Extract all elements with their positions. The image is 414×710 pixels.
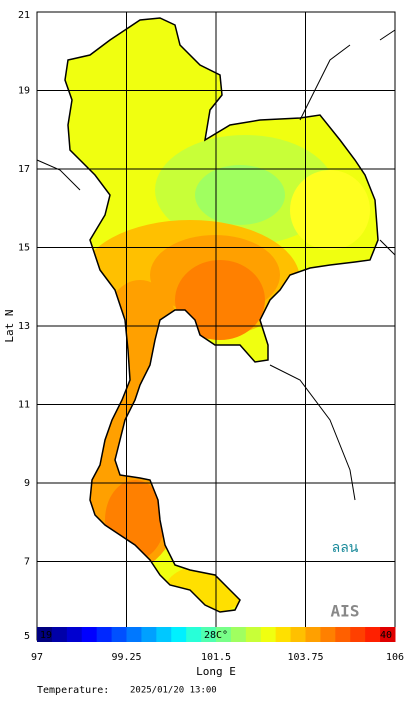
y-tick-label: 11	[18, 400, 30, 411]
x-tick-label: 101.5	[201, 652, 231, 663]
colorbar-cell	[275, 627, 292, 642]
logo-text: ลลน	[332, 540, 359, 556]
colorbar-cell	[171, 627, 187, 642]
colorbar-cell	[335, 627, 351, 642]
colorbar-cell	[201, 627, 217, 642]
x-tick-label: 103.75	[287, 652, 323, 663]
colorbar-cell	[81, 627, 98, 642]
y-tick-label: 21	[18, 10, 30, 21]
y-tick-label: 15	[18, 243, 30, 254]
y-tick-label: 19	[18, 86, 30, 97]
colorbar-label: 28C°	[204, 630, 228, 641]
colorbar-label: 40	[380, 630, 392, 641]
colorbar-cell	[230, 627, 247, 642]
colorbar-cell	[216, 627, 232, 642]
colorbar-cell	[380, 627, 396, 642]
colorbar-cell	[320, 627, 336, 642]
y-axis-label: Lat N	[3, 309, 16, 342]
colorbar-cell	[350, 627, 366, 642]
y-tick-label: 13	[18, 321, 30, 332]
x-tick-label: 106	[386, 652, 404, 663]
logo-text: AIS	[331, 602, 360, 621]
y-tick-label: 7	[24, 557, 30, 568]
y-tick-label: 5	[24, 631, 30, 642]
colorbar-cell	[156, 627, 172, 642]
x-tick-label: 97	[31, 652, 43, 663]
colorbar-cell	[260, 627, 277, 642]
colorbar-cell	[141, 627, 157, 642]
colorbar-cell	[96, 627, 113, 642]
colorbar-cell	[51, 627, 68, 642]
colorbar-cell	[111, 627, 127, 642]
colorbar-cell	[37, 627, 53, 642]
colorbar-cell	[290, 627, 306, 642]
footer-datetime: 2025/01/20 13:00	[130, 686, 217, 696]
colorbar-cell	[305, 627, 321, 642]
colorbar-cell	[365, 627, 381, 642]
x-tick-label: 99.25	[111, 652, 141, 663]
y-tick-label: 9	[24, 478, 30, 489]
y-tick-label: 17	[18, 164, 30, 175]
colorbar-cell	[186, 627, 202, 642]
x-axis-label: Long E	[196, 665, 236, 678]
colorbar-label: 19	[40, 630, 52, 641]
colorbar-cell	[245, 627, 262, 642]
colorbar-cell	[126, 627, 142, 642]
colorbar-cell	[66, 627, 83, 642]
footer-label: Temperature:	[37, 685, 109, 696]
